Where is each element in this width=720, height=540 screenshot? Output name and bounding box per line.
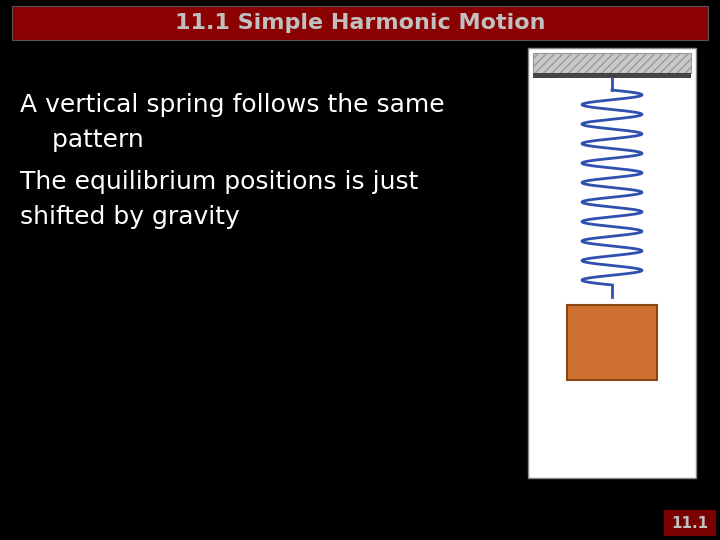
Text: 11.1 Simple Harmonic Motion: 11.1 Simple Harmonic Motion [175,13,545,33]
Bar [664,510,716,536]
Text: The equilibrium positions is just: The equilibrium positions is just [20,170,418,194]
Text: A vertical spring follows the same: A vertical spring follows the same [20,93,445,117]
Text: shifted by gravity: shifted by gravity [20,205,240,229]
Bar [567,305,657,380]
Bar [533,73,691,78]
Text: pattern: pattern [20,128,144,152]
Bar [12,6,708,40]
Text: 11.1: 11.1 [672,516,708,530]
Bar [528,48,696,478]
Bar [533,53,691,73]
